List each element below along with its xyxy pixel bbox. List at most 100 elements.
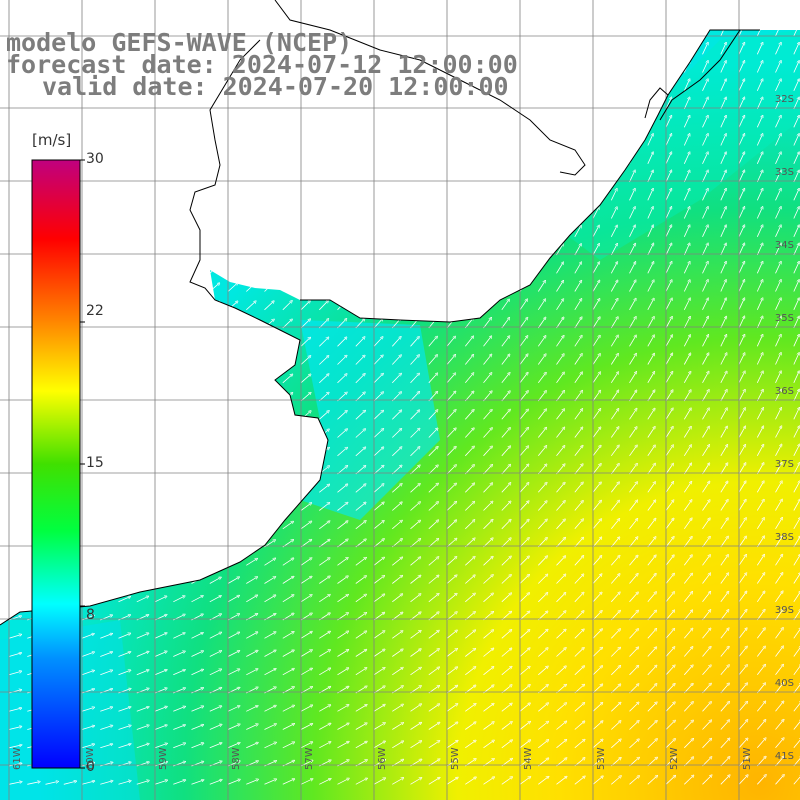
wind-arrow [793, 189, 799, 201]
wind-arrow [775, 80, 781, 91]
wind-arrow [319, 301, 327, 311]
wind-arrow [483, 520, 493, 530]
wind-arrow [702, 537, 710, 548]
wind-arrow [611, 593, 619, 603]
wind-arrow [756, 43, 762, 55]
wind-arrow [446, 631, 456, 639]
wind-arrow [665, 135, 671, 146]
wind-arrow [647, 135, 653, 146]
wind-arrow [574, 336, 582, 347]
wind-arrow [501, 392, 510, 402]
wind-arrow [465, 502, 474, 511]
wind-arrow [702, 317, 708, 329]
wind-arrow [227, 284, 237, 292]
wind-arrow [501, 300, 509, 311]
wind-arrow [264, 559, 275, 566]
wind-arrow [118, 597, 130, 603]
wind-arrow [392, 337, 400, 347]
wind-arrow [428, 447, 438, 457]
wind-arrow [392, 374, 400, 384]
wind-arrow [592, 391, 600, 402]
wind-arrow [464, 392, 473, 402]
wind-arrow [775, 262, 781, 274]
wind-arrow [702, 501, 710, 511]
wind-arrow [592, 520, 601, 530]
wind-arrow [647, 373, 654, 384]
wind-arrow [775, 409, 781, 420]
wind-arrow [720, 135, 726, 146]
wind-arrow [610, 208, 616, 219]
wind-arrow [683, 629, 692, 639]
wind-arrow [793, 335, 799, 347]
wind-arrow [702, 372, 709, 383]
wind-arrow [775, 153, 781, 164]
wind-arrow [720, 611, 728, 621]
wind-arrow [556, 648, 566, 657]
wind-arrow [501, 318, 509, 329]
lon-label: 53W [596, 747, 607, 770]
wind-arrow [793, 573, 800, 584]
wind-arrow [610, 373, 618, 384]
wind-arrow [519, 575, 529, 584]
lon-label: 60W [85, 747, 96, 770]
wind-arrow [574, 263, 581, 274]
wind-arrow [392, 558, 401, 566]
wind-arrow [574, 226, 581, 237]
wind-arrow [720, 574, 728, 584]
wind-arrow [702, 208, 708, 219]
wind-arrow [501, 447, 510, 457]
wind-arrow [756, 537, 764, 548]
wind-arrow [647, 629, 656, 639]
wind-arrow [665, 464, 673, 475]
wind-arrow [319, 485, 328, 493]
wind-arrow [227, 651, 239, 657]
wind-arrow [738, 171, 744, 183]
lat-label: 38S [774, 532, 794, 543]
wind-arrow [574, 556, 583, 566]
wind-arrow [501, 465, 510, 475]
wind-arrow [282, 632, 293, 639]
wind-arrow [8, 653, 21, 657]
wind-arrow [665, 574, 674, 584]
wind-arrow [610, 538, 619, 548]
wind-arrow [428, 374, 437, 384]
wind-arrow [793, 317, 799, 329]
wind-arrow [282, 559, 293, 566]
wind-arrow [738, 262, 744, 274]
wind-arrow [793, 354, 799, 365]
lat-label: 34S [774, 240, 794, 251]
wind-arrow [738, 335, 744, 347]
wind-arrow [154, 652, 166, 657]
wind-arrow [775, 43, 781, 55]
wind-arrow [337, 430, 347, 438]
wind-arrow [647, 464, 655, 475]
wind-arrow [756, 281, 762, 292]
wind-arrow [756, 409, 763, 420]
wind-arrow [592, 428, 600, 438]
wind-arrow [574, 575, 583, 584]
wind-arrow [775, 482, 782, 493]
wind-arrow [300, 577, 311, 584]
wind-arrow [702, 336, 709, 347]
wind-arrow [392, 411, 401, 420]
wind-arrow [483, 557, 493, 566]
wind-arrow [738, 445, 745, 456]
lat-label: 36S [774, 386, 794, 397]
wind-arrow [683, 281, 689, 292]
wind-arrow [683, 336, 690, 347]
wind-arrow [720, 30, 727, 37]
wind-arrow [756, 574, 764, 584]
wind-arrow [738, 629, 746, 639]
wind-arrow [629, 648, 638, 657]
wind-arrow [647, 244, 653, 256]
wind-arrow [154, 597, 166, 603]
wind-arrow [738, 153, 744, 164]
wind-arrow [300, 522, 311, 530]
wind-arrow [574, 410, 582, 420]
wind-arrow [793, 281, 799, 292]
wind-arrow [647, 281, 654, 292]
wind-arrow [538, 575, 547, 584]
wind-arrow [775, 610, 783, 621]
wind-arrow [629, 446, 637, 457]
wind-arrow [337, 558, 348, 566]
